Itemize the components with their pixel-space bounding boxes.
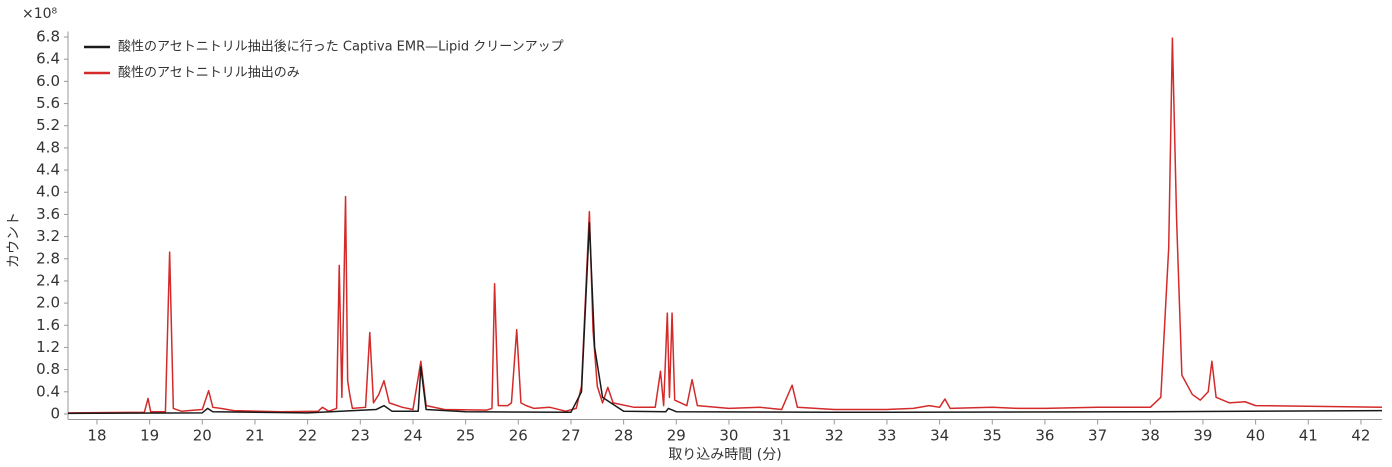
x-tick-label: 18 xyxy=(87,427,106,445)
y-tick-label: 2.0 xyxy=(36,294,60,312)
x-tick-label: 33 xyxy=(877,427,896,445)
y-tick-label: 6.0 xyxy=(36,72,60,90)
legend-label: 酸性のアセトニトリル抽出後に行った Captiva EMR—Lipid クリーン… xyxy=(118,40,564,55)
legend-label: 酸性のアセトニトリル抽出のみ xyxy=(118,66,300,81)
y-tick-label: 4.0 xyxy=(36,183,60,201)
x-tick-label: 35 xyxy=(983,427,1002,445)
y-tick-label: 3.6 xyxy=(36,205,60,223)
y-tick-label: 1.2 xyxy=(36,338,60,356)
y-tick-label: 0 xyxy=(50,404,60,422)
series-line xyxy=(67,37,1383,414)
x-tick-label: 31 xyxy=(772,427,791,445)
y-tick-label: 2.4 xyxy=(36,271,60,289)
x-axis-label: 取り込み時間 (分) xyxy=(668,447,781,463)
y-tick-label: 2.8 xyxy=(36,249,60,267)
x-tick-label: 25 xyxy=(456,427,475,445)
series-line xyxy=(67,221,1383,415)
y-tick-label: 3.2 xyxy=(36,227,60,245)
y-axis-label: カウント xyxy=(6,212,22,268)
y-tick-label: 0.4 xyxy=(36,382,60,400)
x-tick-label: 27 xyxy=(561,427,580,445)
x-tick-label: 21 xyxy=(245,427,264,445)
x-tick-label: 22 xyxy=(298,427,317,445)
y-tick-label: 6.4 xyxy=(36,50,60,68)
x-tick-label: 28 xyxy=(614,427,633,445)
x-tick-label: 36 xyxy=(1035,427,1054,445)
x-tick-label: 26 xyxy=(509,427,528,445)
y-multiplier: ×10⁸ xyxy=(22,6,58,22)
x-tick-label: 38 xyxy=(1141,427,1160,445)
y-tick-label: 5.6 xyxy=(36,94,60,112)
y-tick-label: 6.8 xyxy=(36,28,60,46)
x-tick-label: 40 xyxy=(1246,427,1265,445)
x-tick-label: 29 xyxy=(667,427,686,445)
x-tick-label: 24 xyxy=(403,427,422,445)
x-tick-label: 20 xyxy=(193,427,212,445)
x-tick-label: 39 xyxy=(1193,427,1212,445)
x-tick-label: 34 xyxy=(930,427,949,445)
x-tick-label: 30 xyxy=(719,427,738,445)
x-tick-label: 37 xyxy=(1088,427,1107,445)
y-tick-label: 5.2 xyxy=(36,116,60,134)
y-tick-label: 4.4 xyxy=(36,161,60,179)
x-tick-label: 41 xyxy=(1299,427,1318,445)
x-tick-label: 23 xyxy=(351,427,370,445)
x-tick-label: 19 xyxy=(140,427,159,445)
y-tick-label: 1.6 xyxy=(36,316,60,334)
y-tick-label: 0.8 xyxy=(36,360,60,378)
x-tick-label: 42 xyxy=(1351,427,1370,445)
x-tick-label: 32 xyxy=(825,427,844,445)
y-tick-label: 4.8 xyxy=(36,138,60,156)
